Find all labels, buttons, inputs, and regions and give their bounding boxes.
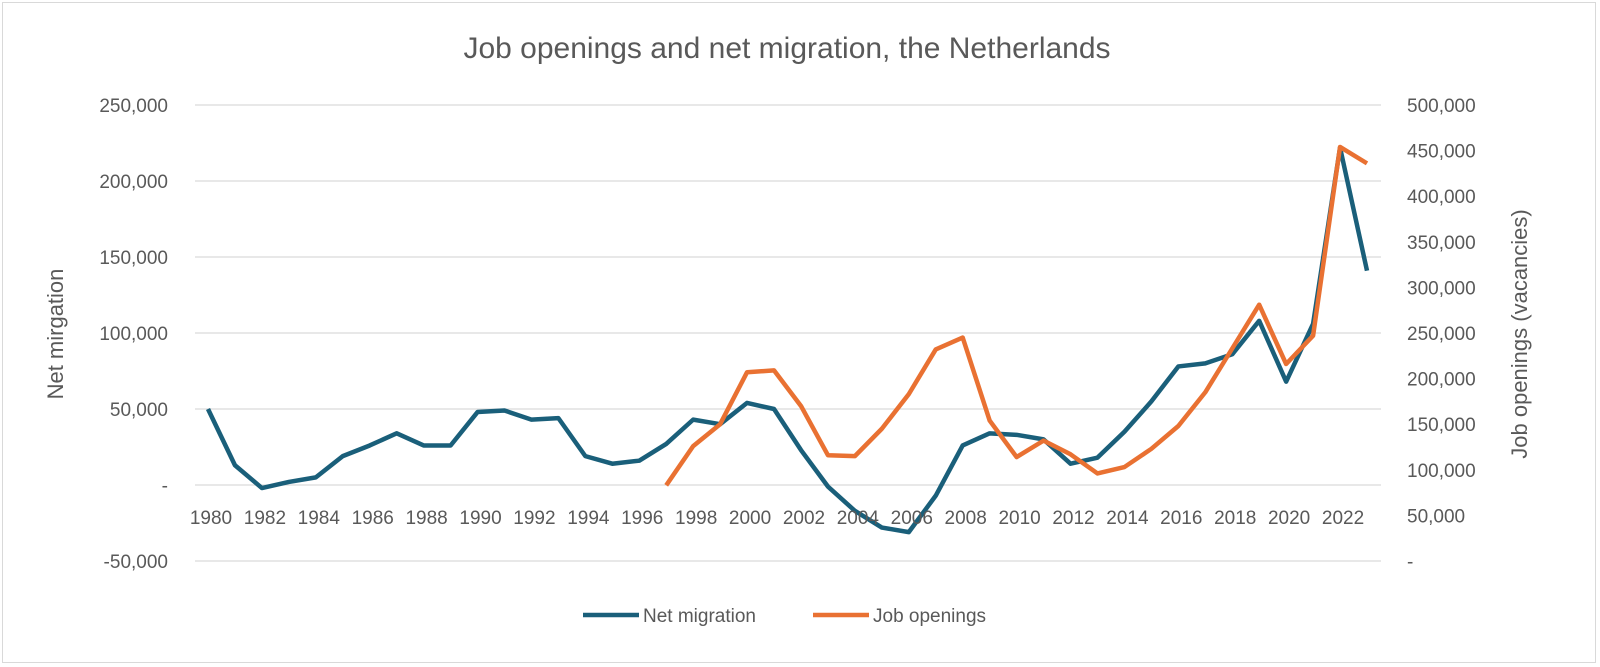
y-right-tick-label: 500,000 — [1407, 96, 1476, 117]
x-tick-label: 1998 — [675, 508, 717, 529]
y-left-tick-label: -50,000 — [104, 552, 168, 573]
x-tick-label: 1988 — [405, 508, 447, 529]
y-right-tick-label: 150,000 — [1407, 415, 1476, 436]
y-left-tick-label: 150,000 — [99, 248, 168, 269]
x-tick-label: 2016 — [1160, 508, 1202, 529]
y-right-tick-label: 450,000 — [1407, 142, 1476, 163]
x-tick-label: 2000 — [729, 508, 771, 529]
y-right-tick-label: 350,000 — [1407, 233, 1476, 254]
chart-svg: Job openings and net migration, the Neth… — [43, 32, 1532, 627]
y-left-tick-label: 200,000 — [99, 172, 168, 193]
x-tick-label: 1994 — [567, 508, 610, 529]
y-right-tick-label: 300,000 — [1407, 278, 1476, 299]
x-tick-label: 2006 — [891, 508, 933, 529]
x-tick-label: 2018 — [1214, 508, 1256, 529]
x-tick-label: 2014 — [1106, 508, 1149, 529]
y-right-tick-label: - — [1407, 552, 1413, 573]
y-right-tick-label: 250,000 — [1407, 324, 1476, 345]
x-tick-label: 1980 — [190, 508, 232, 529]
y-right-tick-label: 100,000 — [1407, 461, 1476, 482]
y-left-tick-label: 250,000 — [99, 96, 168, 117]
x-tick-label: 1984 — [298, 508, 341, 529]
y-right-tick-label: 400,000 — [1407, 187, 1476, 208]
right-axis-ticks: 500,000 450,000 400,000 350,000 300,000 250,0… — [1407, 96, 1476, 573]
y-right-tick-label: 50,000 — [1407, 506, 1465, 527]
gridlines — [195, 104, 1381, 562]
legend-label-job-openings: Job openings — [873, 606, 986, 627]
y-right-tick-label: 200,000 — [1407, 370, 1476, 391]
y-left-tick-label: - — [162, 476, 168, 497]
y-left-tick-label: 100,000 — [99, 324, 168, 345]
x-tick-label: 1986 — [352, 508, 394, 529]
chart-title: Job openings and net migration, the Neth… — [463, 32, 1110, 65]
x-tick-label: 2004 — [837, 508, 880, 529]
x-tick-label: 2022 — [1322, 508, 1364, 529]
x-axis-ticks: 1980 1982 1984 1986 1988 1990 1992 1994 1996 1998… — [190, 508, 1364, 529]
x-tick-label: 2002 — [783, 508, 825, 529]
legend-label-net-migration: Net migration — [643, 606, 756, 627]
x-tick-label: 2008 — [945, 508, 987, 529]
legend: Net migration Job openings — [583, 606, 986, 627]
y-axis-left-title: Net mirgation — [43, 269, 68, 400]
x-tick-label: 1996 — [621, 508, 663, 529]
x-tick-label: 2012 — [1052, 508, 1094, 529]
y-left-tick-label: 50,000 — [110, 400, 168, 421]
x-tick-label: 1982 — [244, 508, 286, 529]
net-migration-line — [205, 145, 1370, 535]
x-tick-label: 1990 — [459, 508, 501, 529]
y-axis-right-title: Job openings (vacancies) — [1507, 209, 1532, 458]
x-tick-label: 2010 — [998, 508, 1040, 529]
series-layer — [205, 144, 1370, 535]
x-tick-label: 1992 — [513, 508, 555, 529]
left-axis-ticks: 250,000 200,000 150,000 100,000 50,000 - -50,0… — [99, 96, 168, 573]
x-tick-label: 2020 — [1268, 508, 1310, 529]
